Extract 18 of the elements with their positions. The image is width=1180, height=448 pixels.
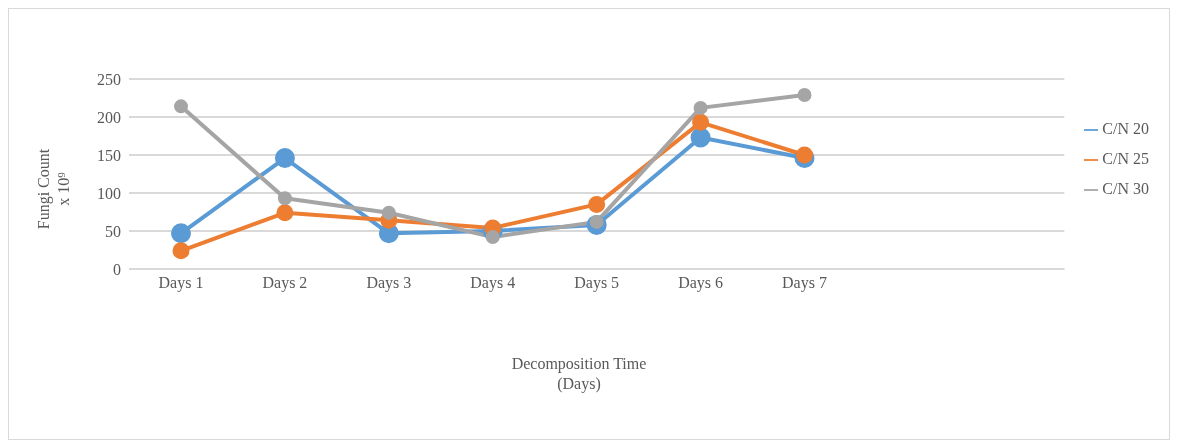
y-axis-title: Fungi Count x 10⁹: [35, 148, 72, 230]
x-tick-label: Days 2: [262, 274, 308, 293]
x-tick-label: Days 7: [782, 274, 827, 293]
x-tick-label: Days 1: [158, 274, 204, 293]
y-tick-label: 150: [97, 146, 121, 164]
y-tick-label: 250: [97, 70, 121, 88]
legend-label: C/N 25: [1102, 150, 1149, 167]
y-tick-label: 0: [113, 260, 121, 278]
x-tick-label: Days 5: [574, 274, 620, 293]
x-tick-label: Days 3: [366, 274, 412, 293]
y-tick-label: 200: [97, 108, 121, 126]
x-tick-label: Days 6: [678, 274, 724, 293]
y-tick-label: 50: [105, 222, 121, 240]
legend-label: C/N 20: [1102, 120, 1149, 137]
x-tick-label: Days 4: [470, 274, 516, 293]
legend-label: C/N 30: [1102, 180, 1149, 197]
y-tick-label: 100: [97, 184, 121, 202]
x-axis-title: Decomposition Time (Days): [511, 355, 647, 393]
